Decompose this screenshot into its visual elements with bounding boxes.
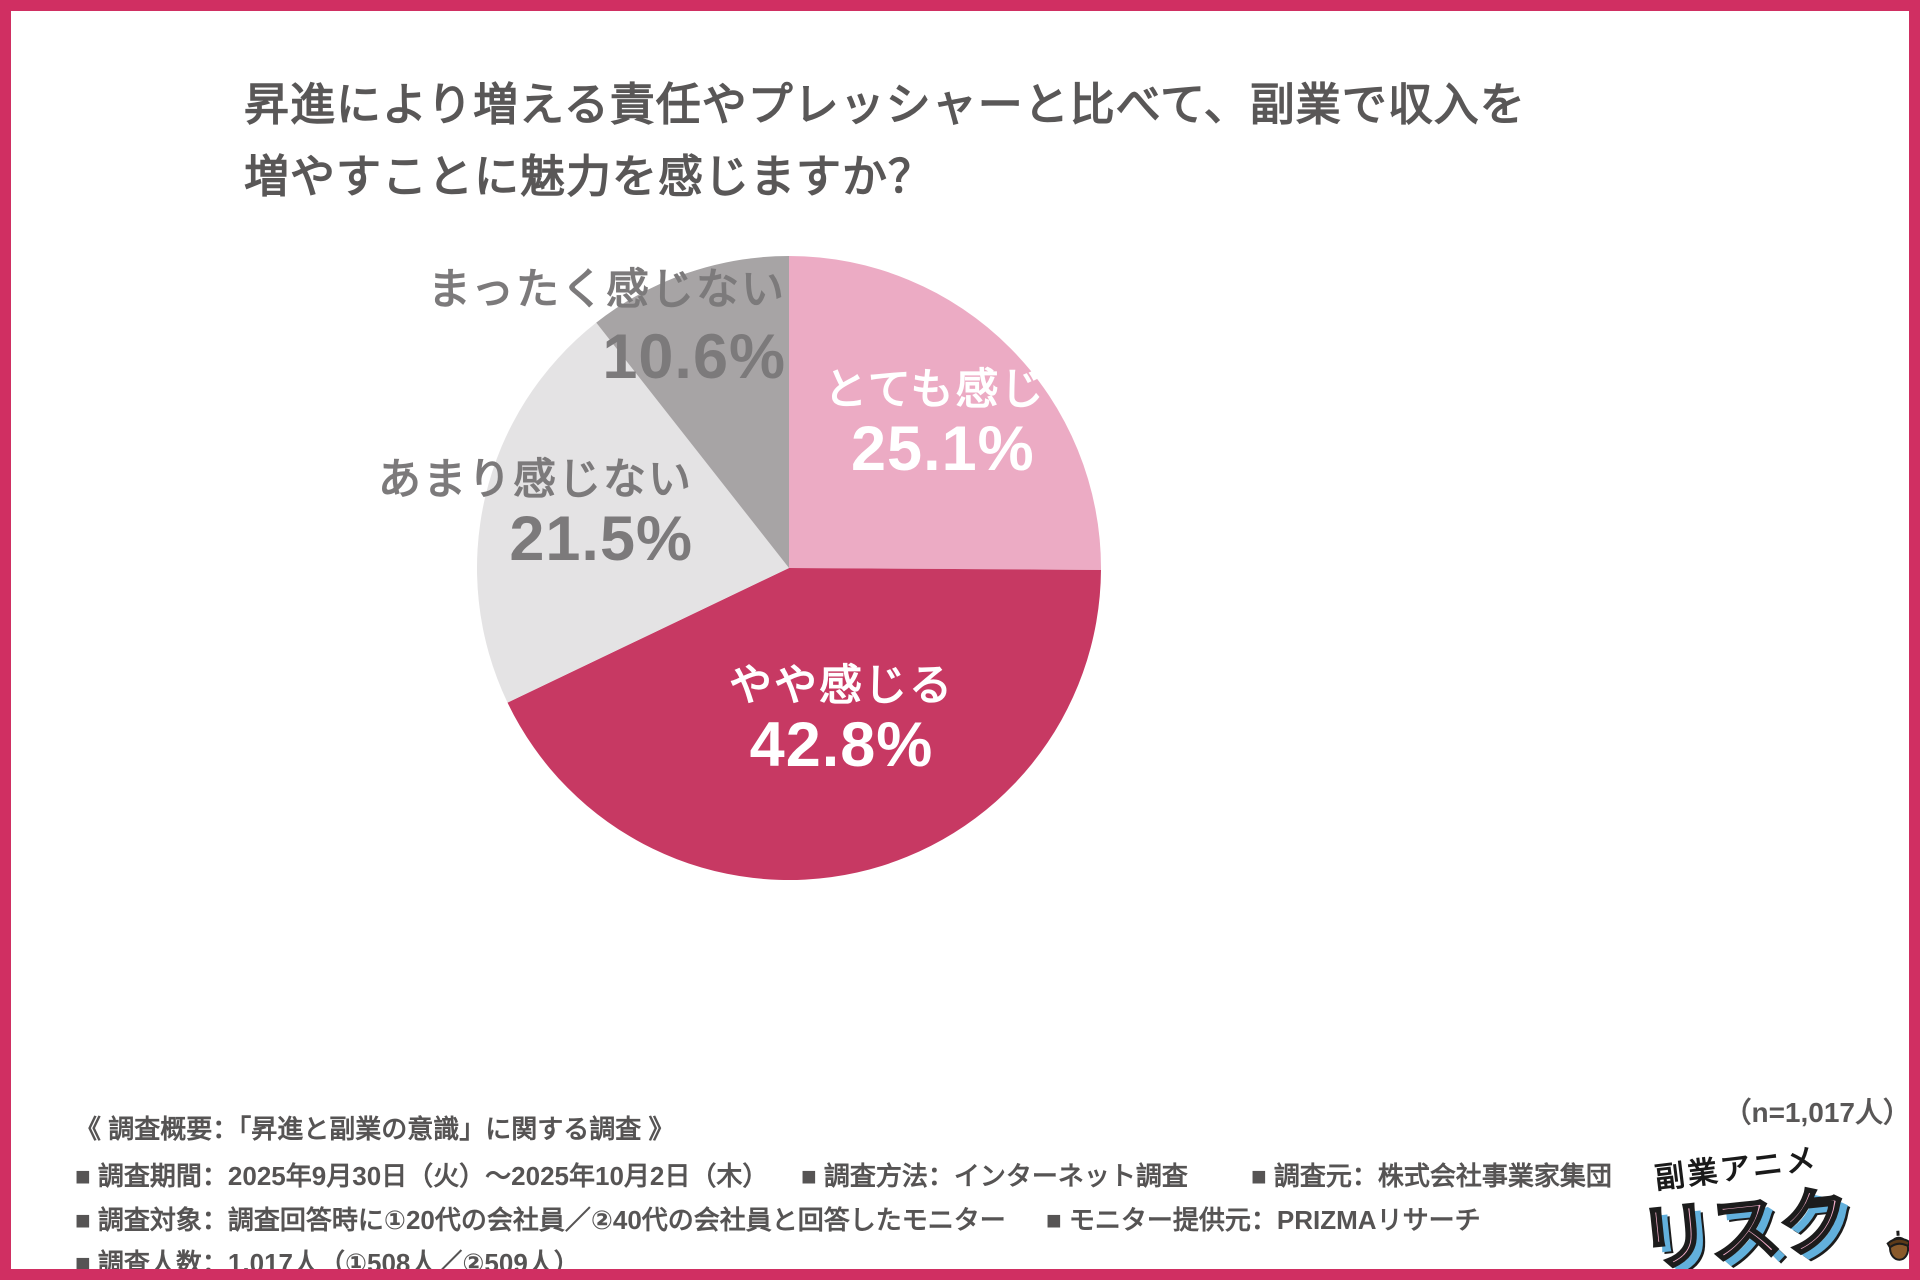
slice-value-very: 25.1% <box>851 414 1035 484</box>
slice-label-not-at-all: まったく感じない <box>427 266 786 314</box>
acorn-icon <box>1886 1230 1909 1261</box>
pie-slice-やや感じる <box>507 568 1101 880</box>
pie-chart <box>476 256 1101 880</box>
survey-overview: 《 調査概要：「昇進と副業の意識」に関する調査 》 ■ 調査期間：2025年9月… <box>11 11 1909 1269</box>
survey-monitor: ■ モニター提供元：PRIZMAリサーチ <box>1046 1205 1481 1235</box>
slice-label-very: とても感じる <box>824 366 1091 414</box>
slice-value-not-at-all: 10.6% <box>602 322 786 392</box>
title-line-1: 昇進により増える責任やプレッシャーと比べて、副業で収入を <box>244 79 1526 130</box>
slice-value-somewhat: 42.8% <box>749 710 934 780</box>
pie-slice-あまり感じない <box>476 322 789 703</box>
slice-label-somewhat: やや感じる <box>729 662 954 710</box>
sample-size-note: （n=1,017人） <box>1723 1097 1911 1128</box>
slice-label-not-much: あまり感じない <box>378 456 693 504</box>
slice-value-not-much: 21.5% <box>509 504 693 574</box>
pie-slice-とても感じる <box>789 256 1101 570</box>
survey-target: ■ 調査対象：調査回答時に①20代の会社員／②40代の会社員と回答したモニター <box>75 1205 1006 1235</box>
brand-logo: 副業アニメ リスクワ! <box>1634 1129 1909 1269</box>
title-line-2: 増やすことに魅力を感じますか？ <box>244 151 935 202</box>
page-title: 昇進により増える責任やプレッシャーと比べて、副業で収入を 増やすことに魅力を感じ… <box>244 69 1526 213</box>
survey-heading: 《 調査概要：「昇進と副業の意識」に関する調査 》 <box>75 1114 675 1144</box>
survey-period: ■ 調査期間：2025年9月30日（火）～2025年10月2日（木） <box>75 1161 769 1191</box>
pie-chart-svg <box>476 256 1101 880</box>
survey-method: ■ 調査方法：インターネット調査 <box>801 1161 1188 1191</box>
survey-source: ■ 調査元：株式会社事業家集団 <box>1251 1161 1612 1191</box>
pie-slice-まったく感じない <box>596 256 789 568</box>
survey-count: ■ 調査人数：1,017人（①508人／②509人） <box>75 1248 580 1278</box>
